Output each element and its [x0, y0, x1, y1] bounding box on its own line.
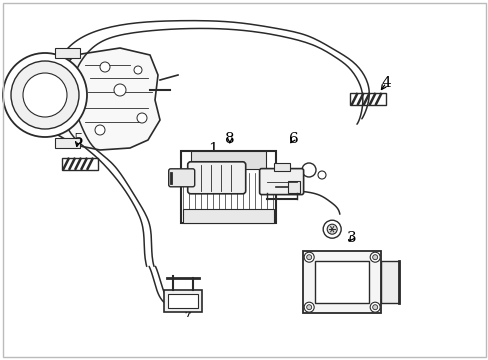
Text: 8: 8	[224, 132, 234, 145]
Bar	[164, 289, 202, 312]
Circle shape	[372, 255, 377, 260]
Circle shape	[23, 73, 67, 117]
Circle shape	[306, 305, 311, 310]
Circle shape	[372, 305, 377, 310]
Bar	[287, 181, 299, 193]
Circle shape	[3, 53, 87, 137]
Text: 4: 4	[381, 76, 390, 90]
Bar	[381, 261, 398, 303]
Bar	[181, 151, 275, 223]
Circle shape	[317, 171, 325, 179]
Text: 6: 6	[288, 132, 298, 145]
Circle shape	[304, 252, 313, 262]
Circle shape	[114, 84, 126, 96]
Circle shape	[95, 125, 105, 135]
Bar	[349, 93, 386, 105]
Polygon shape	[50, 48, 160, 150]
Bar	[273, 163, 289, 171]
FancyBboxPatch shape	[168, 169, 194, 187]
Bar	[315, 261, 368, 303]
Text: 2: 2	[354, 297, 364, 311]
FancyBboxPatch shape	[259, 168, 303, 195]
Bar	[190, 151, 265, 169]
Circle shape	[11, 61, 79, 129]
Circle shape	[369, 302, 379, 312]
Bar	[303, 251, 381, 313]
Text: 1: 1	[207, 143, 217, 156]
Text: 5: 5	[73, 134, 83, 147]
Bar	[168, 294, 198, 307]
Circle shape	[369, 252, 379, 262]
Circle shape	[302, 163, 315, 177]
Circle shape	[306, 255, 311, 260]
FancyBboxPatch shape	[187, 162, 245, 194]
Circle shape	[137, 113, 147, 123]
Bar	[55, 48, 80, 58]
Circle shape	[134, 66, 142, 74]
Circle shape	[326, 224, 337, 234]
Text: 3: 3	[346, 231, 356, 244]
Bar	[183, 209, 273, 223]
Bar	[55, 138, 80, 148]
Text: 7: 7	[183, 306, 193, 320]
Circle shape	[304, 302, 313, 312]
Bar	[61, 158, 98, 170]
Circle shape	[100, 62, 110, 72]
Circle shape	[323, 220, 341, 238]
